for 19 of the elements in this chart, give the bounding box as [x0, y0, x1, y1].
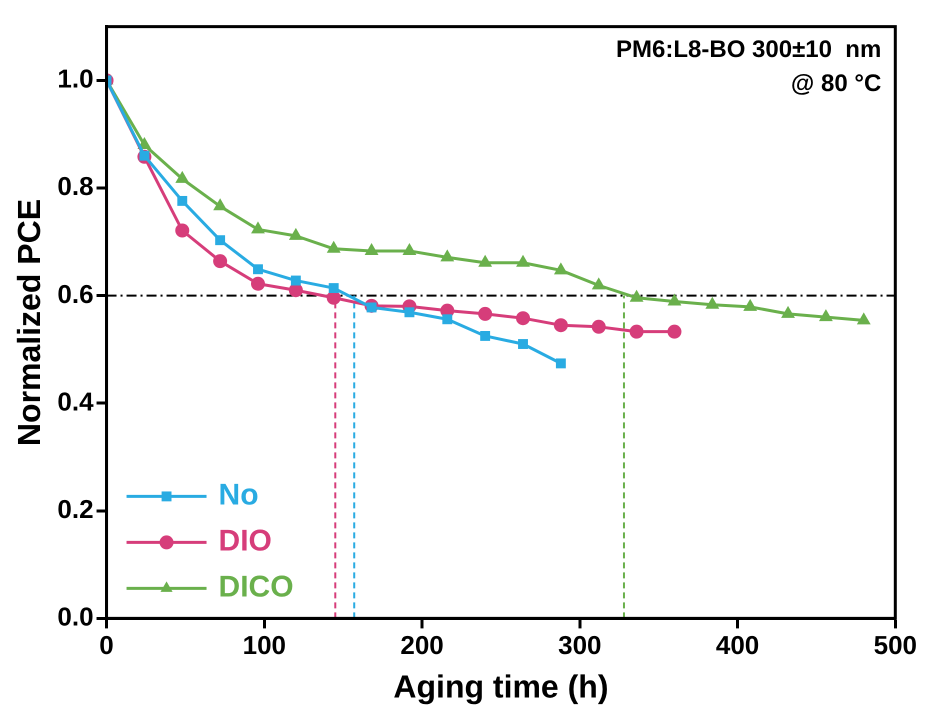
- x-tick-label: 300: [558, 630, 602, 660]
- y-tick-label: 0.2: [57, 494, 94, 524]
- y-axis-title: Normalized PCE: [11, 198, 48, 446]
- y-tick-label: 0.0: [57, 602, 94, 632]
- y-tick-label: 0.8: [57, 171, 94, 202]
- legend-label: No: [218, 478, 259, 512]
- x-tick-label: 100: [242, 630, 286, 660]
- legend-label: DIO: [218, 524, 272, 558]
- x-tick-label: 0: [99, 630, 114, 660]
- y-tick-label: 1.0: [57, 64, 94, 94]
- x-tick-label: 200: [400, 630, 444, 660]
- y-tick-label: 0.4: [57, 386, 94, 416]
- annotation: PM6:L8-BO 300±10 nm: [616, 36, 882, 64]
- x-tick-label: 400: [716, 630, 760, 660]
- legend-label: DICO: [218, 570, 294, 604]
- annotation: @ 80 °C: [790, 70, 882, 98]
- y-tick-label: 0.6: [57, 278, 94, 309]
- x-tick-label: 500: [874, 630, 918, 660]
- x-axis-title: Aging time (h): [393, 668, 608, 705]
